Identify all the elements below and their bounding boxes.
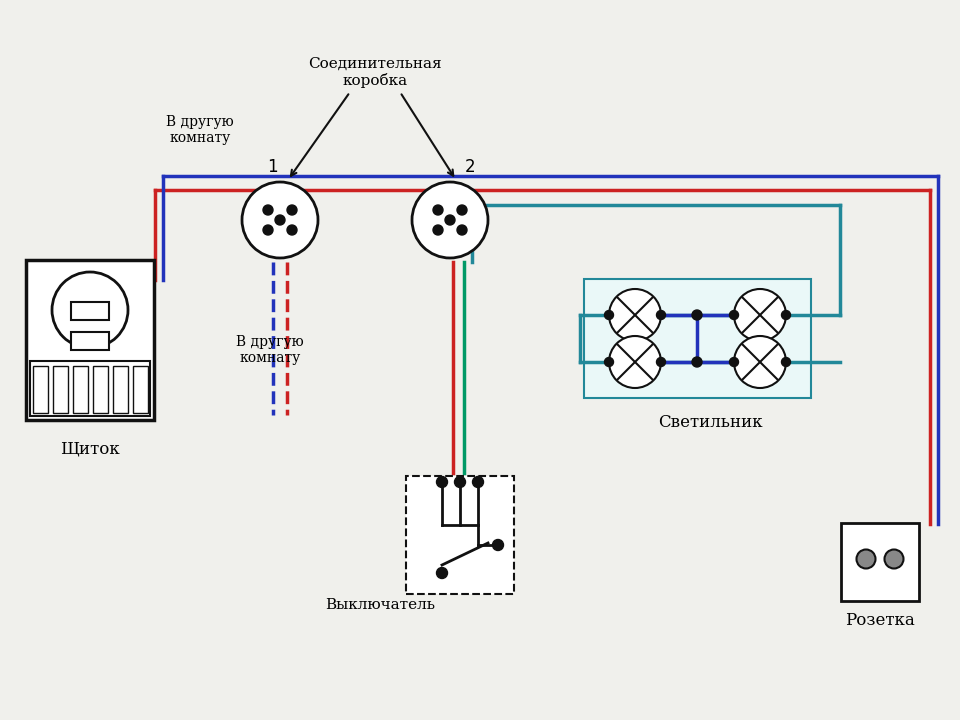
- Text: 2: 2: [465, 158, 475, 176]
- Text: Выключатель: Выключатель: [325, 598, 435, 612]
- Text: Светильник: Светильник: [658, 414, 762, 431]
- Circle shape: [609, 336, 661, 388]
- Circle shape: [605, 310, 613, 320]
- Circle shape: [242, 182, 318, 258]
- Text: Соединительная
коробка: Соединительная коробка: [308, 56, 442, 88]
- Circle shape: [275, 215, 285, 225]
- Text: 1: 1: [267, 158, 277, 176]
- Circle shape: [412, 182, 488, 258]
- Bar: [841, 523, 919, 601]
- Circle shape: [492, 539, 503, 551]
- Bar: [53, 366, 68, 413]
- Circle shape: [472, 477, 484, 487]
- Circle shape: [454, 477, 466, 487]
- Circle shape: [657, 358, 665, 366]
- Bar: [73, 366, 88, 413]
- Bar: [584, 279, 811, 398]
- Circle shape: [457, 205, 467, 215]
- Circle shape: [263, 205, 273, 215]
- Circle shape: [692, 310, 702, 320]
- Circle shape: [287, 205, 297, 215]
- Circle shape: [730, 358, 738, 366]
- Text: В другую
комнату: В другую комнату: [236, 335, 304, 365]
- Circle shape: [734, 336, 786, 388]
- Circle shape: [856, 549, 876, 569]
- Text: В другую
комнату: В другую комнату: [166, 115, 234, 145]
- Circle shape: [437, 567, 447, 578]
- Circle shape: [605, 358, 613, 366]
- Bar: [133, 366, 148, 413]
- Circle shape: [52, 272, 128, 348]
- Circle shape: [457, 225, 467, 235]
- Bar: [93, 366, 108, 413]
- Circle shape: [657, 310, 665, 320]
- Circle shape: [781, 310, 790, 320]
- Circle shape: [609, 289, 661, 341]
- Circle shape: [287, 225, 297, 235]
- Circle shape: [433, 205, 443, 215]
- Bar: [113, 366, 128, 413]
- Text: Щиток: Щиток: [60, 440, 120, 457]
- Circle shape: [734, 289, 786, 341]
- Bar: [71, 332, 109, 350]
- Circle shape: [692, 357, 702, 367]
- Circle shape: [437, 477, 447, 487]
- Bar: [406, 476, 514, 594]
- Circle shape: [433, 225, 443, 235]
- Bar: [30, 361, 150, 416]
- Bar: [71, 302, 109, 320]
- Circle shape: [884, 549, 903, 569]
- Text: Розетка: Розетка: [845, 612, 915, 629]
- Bar: [33, 366, 48, 413]
- Circle shape: [445, 215, 455, 225]
- Circle shape: [730, 310, 738, 320]
- Circle shape: [781, 358, 790, 366]
- Circle shape: [263, 225, 273, 235]
- Bar: [26, 260, 154, 420]
